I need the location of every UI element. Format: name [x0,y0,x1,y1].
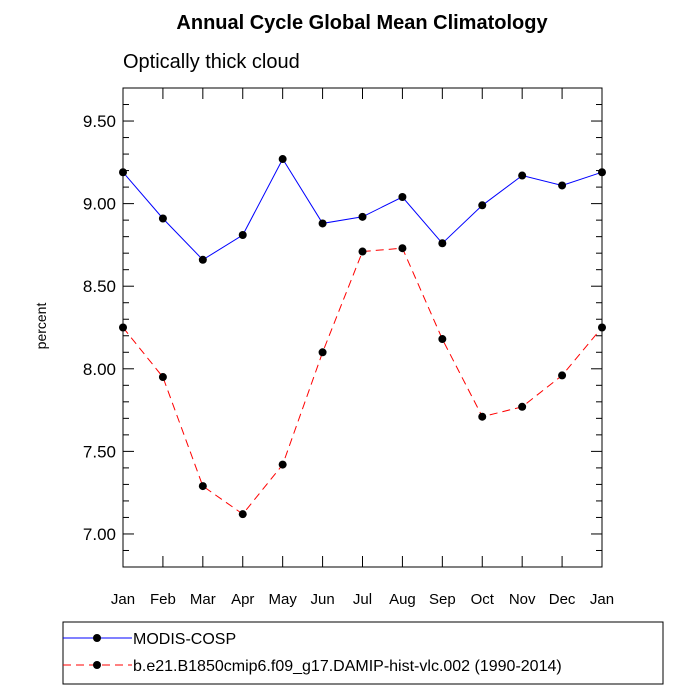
series-line-0 [122,157,603,261]
series-0-point [598,168,606,177]
series-1-point [398,244,407,253]
series-1-point [318,348,327,357]
series-0-point [558,181,567,190]
series-1-point [558,371,567,380]
x-axis-ticks: Jan Feb Mar Apr May Jun Jul Aug Sep Oct Nov Dec Jan [111,88,614,608]
x-tick-label: Mar [190,591,216,608]
chart-title: Annual Cycle Global Mean Climatology [176,12,548,34]
series-0-point [398,193,407,202]
y-tick-label: 8.50 [83,277,116,296]
x-tick-label: Sep [429,591,456,608]
series-0-point [198,255,207,264]
y-tick-label: 7.50 [83,442,116,461]
series-1-point [238,510,247,519]
series-0-point [278,155,287,164]
series-0-point [119,168,127,177]
series-1-point [518,402,527,411]
series-0-point [238,231,247,240]
series-1-point [598,323,606,332]
x-tick-label: Apr [231,591,254,608]
series-layer [119,155,606,519]
x-tick-label: Jun [310,591,334,608]
x-tick-label: May [268,591,297,608]
y-tick-label: 9.50 [83,112,116,131]
x-tick-label: Feb [150,591,176,608]
series-1-point [198,482,207,491]
legend-label-model: b.e21.B1850cmip6.f09_g17.DAMIP-hist-vlc.… [133,658,562,675]
legend: MODIS-COSP b.e21.B1850cmip6.f09_g17.DAMI… [62,621,664,685]
x-tick-label: Jul [353,591,372,608]
x-tick-label: Jan [111,591,135,608]
series-0-point [358,212,367,221]
series-0-point [438,239,447,248]
x-tick-label: Jan [590,591,614,608]
series-0-point [318,219,327,228]
plot-frame [122,87,603,568]
x-tick-label: Oct [471,591,495,608]
chart-subtitle: Optically thick cloud [123,51,300,73]
x-tick-label: Aug [389,591,416,608]
series-1-point [438,335,447,344]
y-tick-label: 8.00 [83,360,116,379]
series-0-point [158,214,167,223]
series-1-point [278,460,287,469]
series-1-point [158,373,167,382]
y-tick-label: 9.00 [83,195,116,214]
legend-marker-model [93,661,101,669]
series-1-point [478,412,487,421]
series-0-point [478,201,487,210]
legend-marker-modis [93,634,101,642]
series-1-point [358,247,367,256]
series-1-point [119,323,127,332]
series-0-point [518,171,527,180]
x-tick-label: Nov [509,591,536,608]
y-axis-ticks: 7.00 7.50 8.00 8.50 9.00 9.50 [83,87,602,568]
legend-box [62,621,664,685]
x-tick-label: Dec [549,591,576,608]
legend-label-modis: MODIS-COSP [133,631,236,648]
series-line-1 [122,247,603,515]
y-tick-label: 7.00 [83,525,116,544]
y-axis-label: percent [33,303,49,350]
